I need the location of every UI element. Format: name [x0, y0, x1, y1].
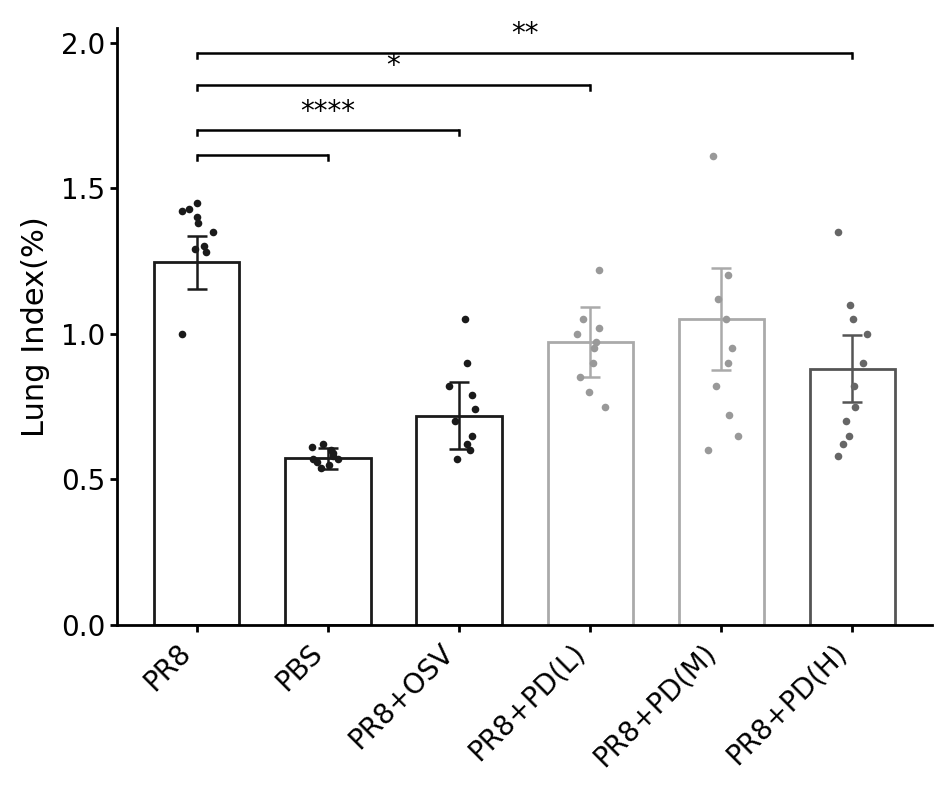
Point [313, 462, 328, 474]
Point [325, 446, 340, 459]
Point [459, 438, 474, 450]
Bar [154, 262, 239, 625]
Point [842, 298, 857, 311]
Point [329, 453, 345, 465]
Point [447, 415, 463, 427]
Point [590, 263, 605, 276]
Point [710, 293, 725, 305]
Point [306, 453, 321, 465]
Point [465, 389, 480, 401]
Point [462, 444, 477, 457]
Point [321, 458, 336, 471]
Bar [416, 416, 501, 625]
Point [829, 225, 844, 238]
Point [708, 380, 724, 393]
Point [830, 450, 845, 462]
Point [835, 438, 850, 450]
Point [181, 202, 196, 215]
Point [441, 380, 456, 393]
Bar [678, 319, 764, 625]
Point [724, 342, 739, 354]
Text: ****: **** [300, 98, 355, 125]
Point [844, 312, 860, 325]
Point [568, 328, 584, 340]
Point [571, 371, 586, 384]
Point [459, 357, 474, 370]
Text: *: * [387, 52, 400, 80]
Point [590, 321, 605, 334]
Y-axis label: Lung Index(%): Lung Index(%) [21, 216, 50, 437]
Point [323, 444, 338, 457]
Bar [547, 342, 632, 625]
Point [841, 429, 856, 442]
Point [188, 197, 204, 209]
Point [190, 216, 206, 229]
Point [326, 450, 341, 462]
Point [457, 312, 472, 325]
Point [199, 246, 214, 259]
Point [467, 403, 483, 416]
Point [581, 385, 596, 398]
Point [315, 438, 330, 450]
Point [718, 312, 733, 325]
Point [187, 243, 202, 255]
Bar [809, 369, 894, 625]
Point [855, 357, 870, 370]
Point [196, 240, 211, 253]
Point [586, 342, 602, 354]
Point [174, 328, 189, 340]
Point [189, 211, 205, 224]
Point [720, 269, 735, 282]
Point [588, 336, 604, 349]
Point [575, 312, 590, 325]
Point [859, 328, 874, 340]
Point [174, 205, 189, 218]
Bar [285, 458, 370, 625]
Point [845, 380, 861, 393]
Point [305, 441, 320, 454]
Point [309, 455, 325, 468]
Point [704, 150, 720, 163]
Point [838, 415, 853, 427]
Point [585, 357, 600, 370]
Point [729, 429, 744, 442]
Text: **: ** [510, 21, 538, 48]
Point [846, 400, 862, 413]
Point [464, 429, 479, 442]
Point [206, 225, 221, 238]
Point [597, 400, 612, 413]
Point [720, 357, 735, 370]
Point [448, 453, 464, 465]
Point [721, 409, 736, 422]
Point [700, 444, 715, 457]
